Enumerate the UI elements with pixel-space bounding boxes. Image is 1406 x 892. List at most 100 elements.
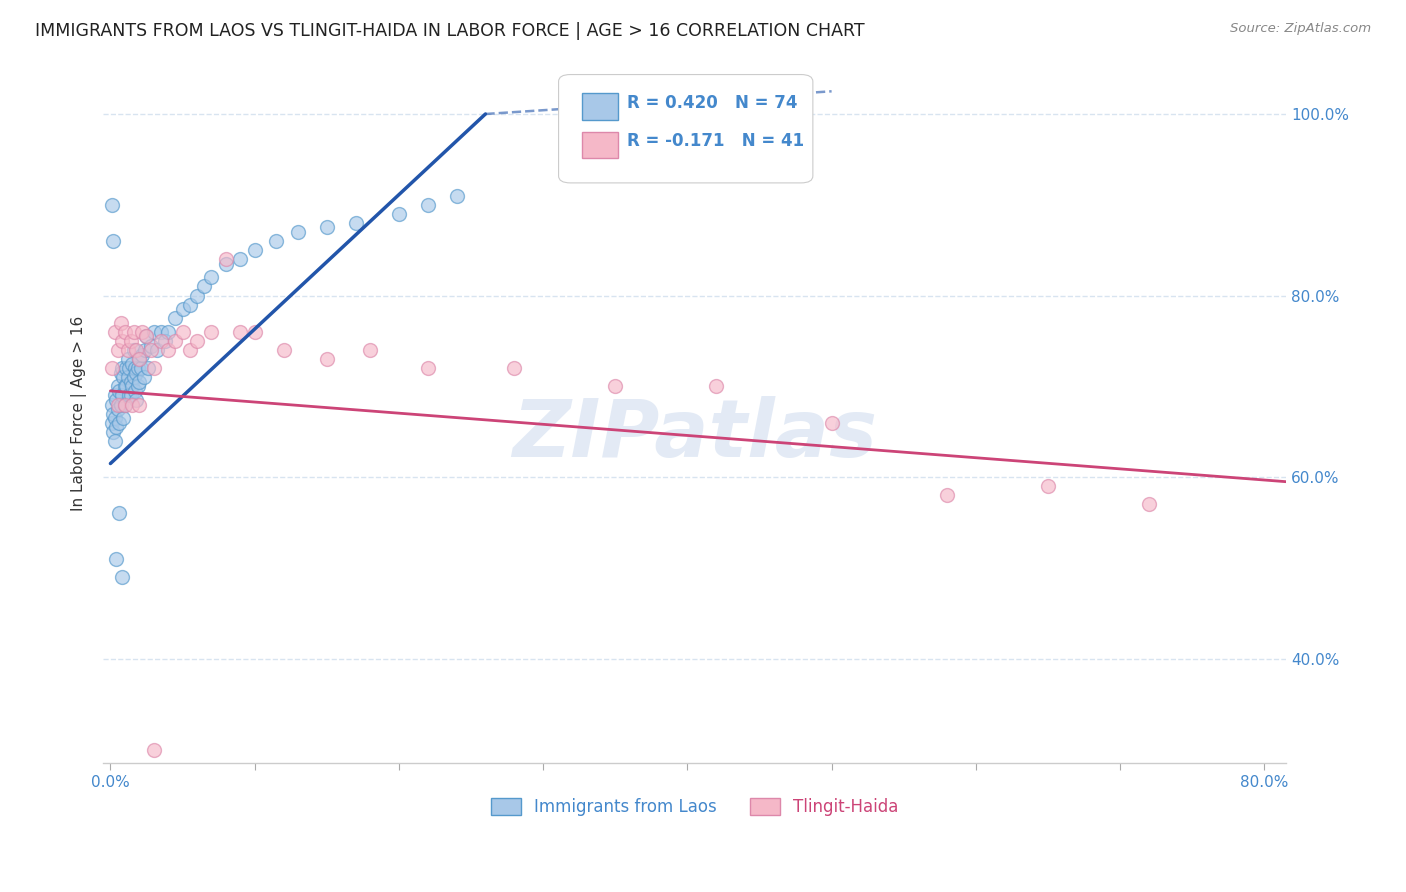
Point [128,375,150,389]
Point [117,352,139,367]
Point [149,334,172,348]
Point [142,325,165,339]
Point [121,379,143,393]
Point [120,375,142,389]
Point [243,243,266,257]
Point [157,343,180,357]
Point [172,325,194,339]
Point [114,379,136,393]
Point [101,397,124,411]
Text: Source: ZipAtlas.com: Source: ZipAtlas.com [1230,22,1371,36]
Point [108,416,131,430]
Point [121,357,143,371]
Point [287,225,309,239]
Point [503,361,526,376]
Point [117,370,139,384]
Point [104,325,127,339]
Point [605,379,627,393]
Point [172,302,194,317]
Point [1137,497,1160,511]
Point [229,252,252,267]
Point [157,325,180,339]
Point [125,343,148,357]
Point [131,325,153,339]
Text: IMMIGRANTS FROM LAOS VS TLINGIT-HAIDA IN LABOR FORCE | AGE > 16 CORRELATION CHAR: IMMIGRANTS FROM LAOS VS TLINGIT-HAIDA IN… [35,22,865,40]
Point [115,379,138,393]
Point [134,343,156,357]
Point [128,352,150,367]
Point [105,392,128,407]
Point [125,392,148,407]
Point [446,188,468,202]
FancyBboxPatch shape [558,75,813,183]
Point [131,348,153,362]
Point [200,325,222,339]
Point [179,298,201,312]
Point [103,234,125,248]
Point [104,388,127,402]
Point [112,370,135,384]
Legend: Immigrants from Laos, Tlingit-Haida: Immigrants from Laos, Tlingit-Haida [482,790,907,825]
Point [101,361,124,376]
Point [135,329,157,343]
Point [105,420,128,434]
Point [114,325,136,339]
Point [122,343,145,357]
Point [103,407,125,421]
Point [111,570,134,584]
Point [820,416,842,430]
Point [132,370,155,384]
Point [229,325,252,339]
Point [104,411,127,425]
Point [107,379,129,393]
Point [103,425,125,439]
FancyBboxPatch shape [582,94,617,120]
Point [110,316,132,330]
FancyBboxPatch shape [582,132,617,159]
Point [112,411,135,425]
Point [704,379,727,393]
Point [108,507,131,521]
Point [110,397,132,411]
Point [117,343,139,357]
Point [165,311,187,326]
Point [120,334,142,348]
Point [114,397,136,411]
Point [359,343,381,357]
Point [186,334,208,348]
Y-axis label: In Labor Force | Age > 16: In Labor Force | Age > 16 [72,316,87,511]
Point [142,361,165,376]
Point [120,388,142,402]
Point [266,234,288,248]
Point [107,343,129,357]
Point [111,334,134,348]
Point [186,288,208,302]
Point [118,361,141,376]
Point [107,397,129,411]
Point [193,279,215,293]
Point [1036,479,1059,493]
Point [107,402,129,417]
Point [121,397,143,411]
Point [125,366,148,380]
Point [215,252,238,267]
Point [142,742,165,756]
Point [273,343,295,357]
Point [105,552,128,566]
Point [111,388,134,402]
Point [936,488,959,502]
Point [315,220,337,235]
Point [110,366,132,380]
Point [115,361,138,376]
Point [101,416,124,430]
Point [101,198,124,212]
Point [416,361,439,376]
Point [149,325,172,339]
Point [139,338,162,352]
Point [179,343,201,357]
Point [200,270,222,285]
Point [124,361,146,376]
Point [127,379,149,393]
Point [145,343,167,357]
Point [155,334,177,348]
